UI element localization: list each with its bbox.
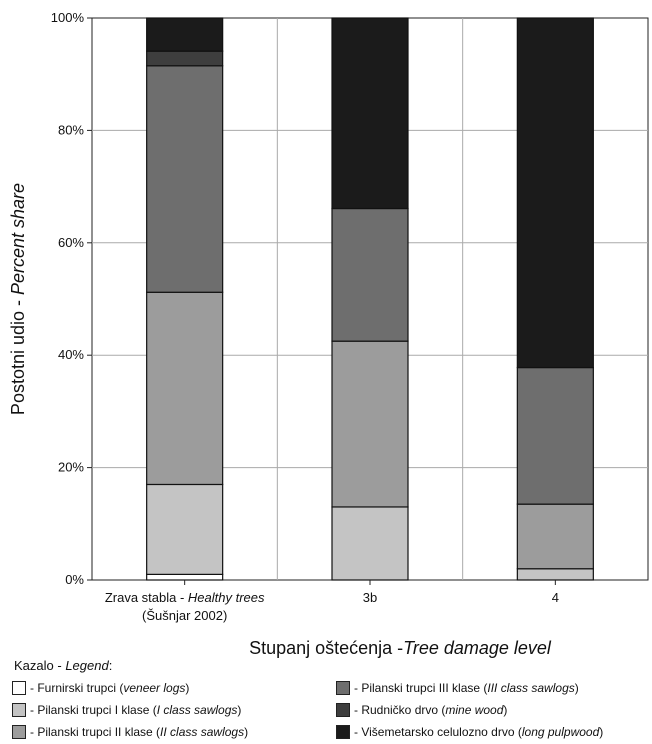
x-tick-label: Zrava stabla - Healthy trees — [105, 590, 265, 605]
y-tick-label: 0% — [65, 572, 84, 587]
legend-swatch — [336, 681, 350, 695]
legend-label: - Višemetarsko celulozno drvo (long pulp… — [354, 725, 604, 739]
legend-label: - Pilanski trupci III klase (III class s… — [354, 681, 579, 695]
y-tick-label: 20% — [58, 460, 84, 475]
y-tick-label: 80% — [58, 122, 84, 137]
legend-swatch — [12, 681, 26, 695]
legend-item: - Pilanski trupci II klase (II class saw… — [12, 724, 248, 740]
legend-item: - Pilanski trupci I klase (I class sawlo… — [12, 702, 241, 718]
legend-item: - Višemetarsko celulozno drvo (long pulp… — [336, 724, 603, 740]
bar-segment — [331, 17, 409, 210]
legend-swatch — [12, 703, 26, 717]
legend-swatch — [336, 725, 350, 739]
stacked-bar-chart: 0% 20% 40% 60% 80% 100% Zrava stabla - Healthy… — [8, 10, 649, 658]
y-tick-label: 60% — [58, 235, 84, 250]
x-axis-title: Stupanj oštećenja -Tree damage level — [249, 638, 552, 658]
legend-item: - Pilanski trupci III klase (III class s… — [336, 680, 579, 696]
y-axis-title: Postotni udio - Percent share — [8, 183, 28, 415]
bar-segment — [146, 573, 224, 581]
legend-label: - Rudničko drvo (mine wood) — [354, 703, 508, 717]
bar-segment — [146, 291, 224, 486]
bar-segment — [146, 65, 224, 293]
x-tick-label-line2: (Šušnjar 2002) — [142, 608, 227, 623]
bar-segment — [146, 50, 224, 67]
bar-segment — [331, 340, 409, 508]
bar-segment — [146, 17, 224, 52]
bar-segment — [516, 17, 594, 369]
x-tick-label: 4 — [552, 590, 559, 605]
bar-segment — [516, 503, 594, 570]
legend-title: Kazalo - Legend: — [14, 658, 113, 673]
legend-swatch — [336, 703, 350, 717]
legend-label: - Furnirski trupci (veneer logs) — [30, 681, 190, 695]
legend-label: - Pilanski trupci II klase (II class saw… — [30, 725, 249, 739]
legend-swatch — [12, 725, 26, 739]
y-tick-label: 100% — [51, 10, 85, 25]
bar-segment — [146, 483, 224, 575]
y-tick-label: 40% — [58, 347, 84, 362]
legend-item: - Furnirski trupci (veneer logs) — [12, 680, 189, 696]
legend-label: - Pilanski trupci I klase (I class sawlo… — [30, 703, 242, 717]
bar-segment — [516, 366, 594, 505]
bar-segment — [516, 568, 594, 581]
bar-segment — [331, 506, 409, 581]
x-tick-label: 3b — [363, 590, 377, 605]
bar-segment — [331, 207, 409, 342]
legend: Kazalo - Legend: - Furnirski trupci (ven… — [8, 658, 652, 744]
legend-item: - Rudničko drvo (mine wood) — [336, 702, 507, 718]
